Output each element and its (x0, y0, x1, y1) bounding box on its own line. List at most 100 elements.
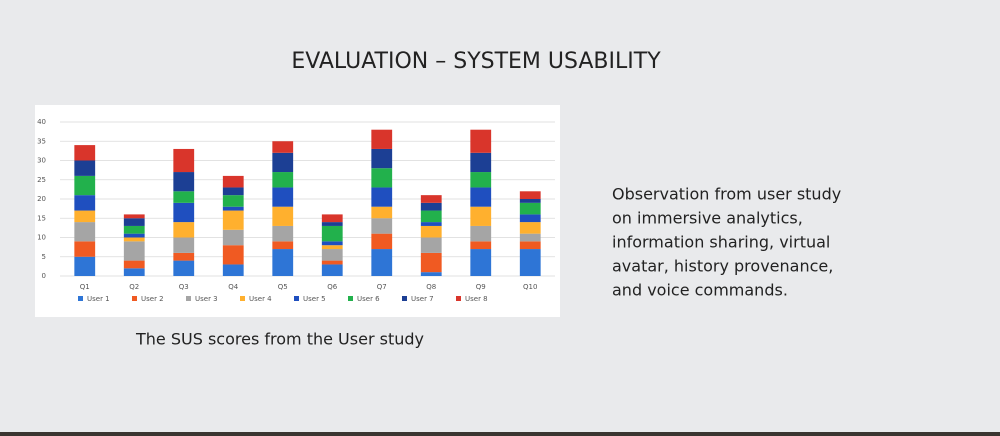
legend-swatch (78, 296, 83, 301)
bar-segment (420, 272, 442, 276)
bar-segment (371, 206, 393, 219)
bar-segment (371, 129, 393, 149)
x-tick-label: Q2 (129, 283, 139, 291)
bar-segment (321, 260, 343, 265)
observation-line: on immersive analytics, (612, 209, 803, 228)
bar-segment (123, 214, 145, 219)
bar-segment (519, 191, 541, 199)
bar-segment (470, 172, 492, 188)
observation-line: information sharing, virtual (612, 233, 830, 252)
bar-segment (420, 237, 442, 253)
bar-segment (272, 152, 294, 173)
slide-title: EVALUATION – SYSTEM USABILITY (291, 49, 661, 74)
bar-segment (321, 245, 343, 250)
bar-segment (272, 187, 294, 207)
bar-segment (420, 252, 442, 273)
bar-segment (222, 195, 244, 207)
legend-swatch (132, 296, 137, 301)
legend-swatch (402, 296, 407, 301)
x-tick-label: Q5 (278, 283, 288, 291)
bar-segment (420, 195, 442, 203)
bar-segment (173, 237, 195, 253)
bar-segment (74, 145, 96, 161)
chart: 0 5 10 15 20 25 30 35 40 Q1 Q2 Q3 Q4 Q5 Q6 Q7 Q8 Q9 Q10 Use… (37, 118, 555, 303)
observation-line: and voice commands. (612, 281, 788, 300)
x-tick-label: Q3 (179, 283, 189, 291)
observation-line: Observation from user study (612, 185, 841, 204)
bar-segment (371, 148, 393, 169)
bar-segment (222, 229, 244, 246)
bar-segment (173, 202, 195, 223)
bar-segment (74, 222, 96, 242)
bar-segment (272, 225, 294, 242)
bar-segment (74, 195, 96, 211)
bar-segment (222, 210, 244, 230)
bar-segment (123, 218, 145, 226)
bar-segment (173, 252, 195, 261)
bar-segment (173, 148, 195, 173)
x-tick-label: Q1 (80, 283, 90, 291)
legend-label: User 1 (87, 295, 110, 303)
bar-segment (123, 225, 145, 234)
bar-segment (519, 199, 541, 203)
bar-segment (222, 206, 244, 211)
x-tick-label: Q7 (377, 283, 387, 291)
y-tick-label: 0 (42, 272, 46, 280)
bar-segment (519, 222, 541, 234)
legend-swatch (240, 296, 245, 301)
bar-segment (371, 233, 393, 250)
bar-segment (321, 241, 343, 246)
bar-segment (470, 249, 492, 276)
legend-label: User 2 (141, 295, 164, 303)
bar-segment (321, 225, 343, 242)
bar-segment (470, 152, 492, 173)
bar-segment (420, 222, 442, 226)
x-tick-label: Q10 (523, 283, 537, 291)
bar-segment (470, 241, 492, 250)
y-tick-label: 15 (37, 214, 46, 222)
bar-segment (420, 210, 442, 223)
bar-segment (321, 222, 343, 226)
y-tick-label: 10 (37, 234, 46, 242)
bar-segment (272, 141, 294, 153)
legend-swatch (348, 296, 353, 301)
bar-segment (173, 222, 195, 238)
bar-segment (272, 249, 294, 276)
bar-segment (173, 260, 195, 276)
bar-segment (123, 260, 145, 269)
bar-segment (470, 129, 492, 153)
bar-segment (420, 202, 442, 211)
bar-segment (371, 187, 393, 207)
x-tick-label: Q9 (476, 283, 486, 291)
bar-segment (123, 237, 145, 242)
bar-segment (272, 206, 294, 226)
bar-segment (321, 214, 343, 223)
caption: The SUS scores from the User study (135, 330, 424, 349)
bar-segment (519, 202, 541, 215)
legend-swatch (186, 296, 191, 301)
bar-segment (123, 268, 145, 276)
legend-label: User 4 (249, 295, 272, 303)
bar-segment (519, 241, 541, 250)
bar-segment (74, 175, 96, 196)
bar-segment (371, 249, 393, 276)
observation: Observation from user study on immersive … (612, 185, 841, 300)
bar-segment (222, 175, 244, 188)
bar-segment (272, 241, 294, 250)
bar-segment (123, 241, 145, 261)
bar-segment (222, 245, 244, 265)
bar-segment (123, 233, 145, 238)
y-tick-label: 5 (42, 253, 46, 261)
x-tick-label: Q6 (327, 283, 338, 291)
legend-label: User 6 (357, 295, 380, 303)
bar-segment (173, 172, 195, 192)
bar-segment (371, 218, 393, 234)
legend-swatch (456, 296, 461, 301)
bar-segment (222, 264, 244, 276)
bar-segment (74, 241, 96, 257)
bar-segment (74, 210, 96, 223)
bar-segment (222, 187, 244, 196)
bar-segment (173, 191, 195, 203)
bar-segment (272, 172, 294, 188)
